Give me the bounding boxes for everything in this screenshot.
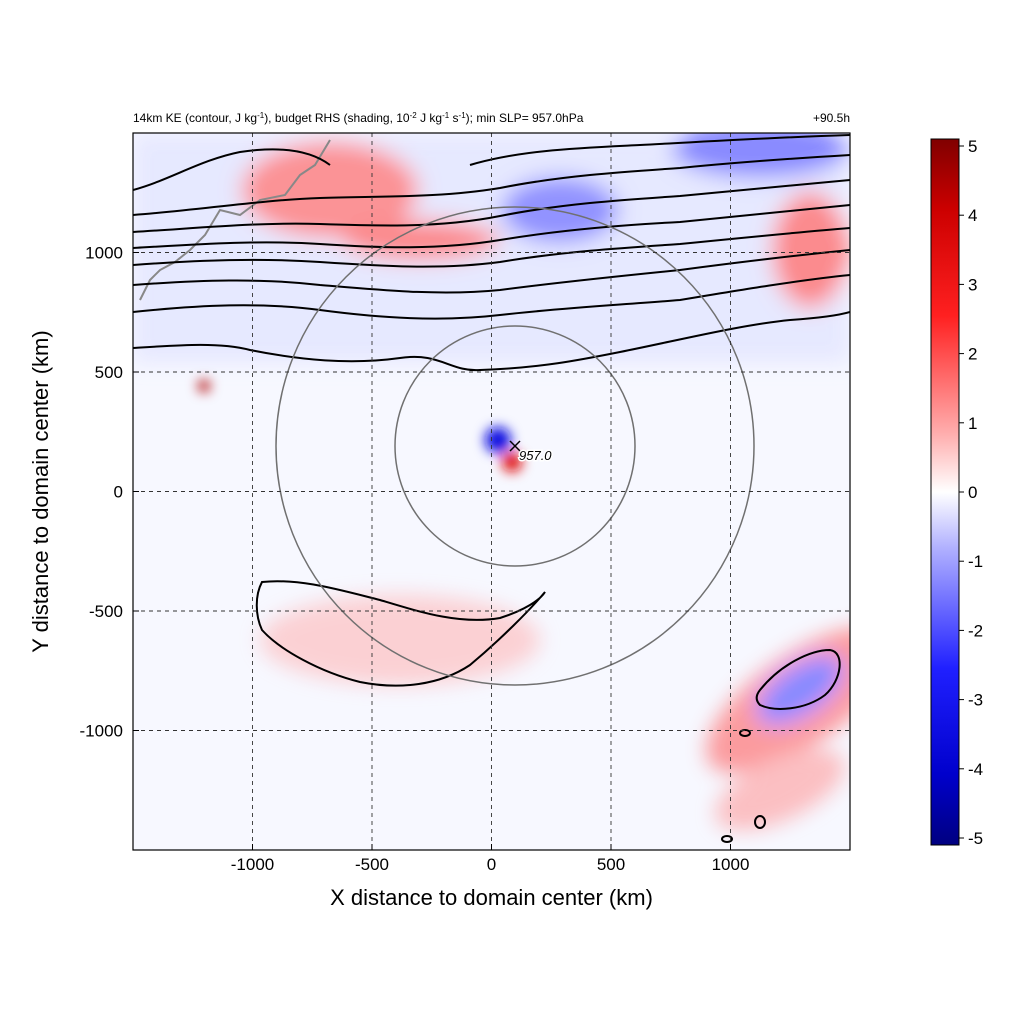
colorbar-tick-label: -3 [968,691,983,710]
y-tick-label: 1000 [85,244,123,263]
colorbar-tick-label: -5 [968,829,983,848]
title-part: J kg [417,111,442,125]
shading-negative-northeast [670,133,850,180]
ke-contour [133,154,850,216]
x-axis-label: X distance to domain center (km) [330,885,653,910]
title-part: 14km KE (contour, J kg [133,111,257,125]
y-tick-label: 0 [114,483,123,502]
shading-positive-east [770,190,850,310]
colorbar: 5 4 3 2 1 0 -1 -2 -3 -4 -5 [930,137,983,848]
shading-positive-northwest [240,140,420,240]
range-ring-inner [394,325,636,567]
ke-contour [133,311,850,372]
shading-isolated-max [198,380,210,392]
title-part: s [449,111,458,125]
ke-contour [255,580,546,687]
x-tick-label: -1000 [231,855,274,874]
shading-negative-southeast [756,654,844,726]
shading-inner-core-positive [502,452,522,472]
x-tick-label: 500 [597,855,625,874]
shading-positive-southwest [260,595,540,685]
ke-contour [469,134,850,166]
x-tick-label: 1000 [712,855,750,874]
ke-contour [133,274,850,320]
shading-positive-north [340,218,500,262]
y-axis-label: Y distance to domain center (km) [28,330,53,652]
y-tick-label: -1000 [80,722,123,741]
colorbar-tick-label: 3 [968,275,977,294]
colorbar-tick-label: 4 [968,206,977,225]
storm-center-marker: 957.0 [509,440,554,465]
shading-layer [133,133,850,831]
ke-contour [739,729,751,737]
colorbar-tick-label: 5 [968,137,977,156]
range-rings [275,206,755,686]
x-tick-label: -500 [355,855,389,874]
time-label: +90.5h [813,111,850,125]
min-slp-label: 957.0 [519,448,552,463]
shading-inner-core-negative [485,427,511,453]
ke-contour [133,227,850,268]
colorbar-ticks: 5 4 3 2 1 0 -1 -2 -3 -4 -5 [959,137,983,848]
title-superscript: -1 [442,111,450,120]
title-part: ), budget RHS (shading, 10 [264,111,410,125]
colorbar-tick-label: 1 [968,414,977,433]
x-tick-label: 0 [487,855,496,874]
y-tick-label: -500 [89,602,123,621]
title-superscript: -1 [257,111,265,120]
ke-contour [755,648,841,710]
colorbar-tick-label: -4 [968,760,983,779]
ke-contour [754,815,766,829]
plot-area: 957.0 [132,132,851,851]
title-superscript: -1 [459,111,467,120]
x-axis: -1000 -500 0 500 1000 [231,844,750,874]
title-superscript: -2 [410,111,418,120]
ke-contours [133,134,850,843]
range-ring-outer [275,206,755,686]
title-part: ); min SLP= 957.0hPa [466,111,584,125]
colorbar-bar [930,138,960,846]
ke-contour [133,148,331,191]
ke-contour [721,835,733,843]
coastline [139,139,331,301]
ke-contour [133,204,850,249]
colorbar-tick-label: 2 [968,345,977,364]
y-axis: -1000 -500 0 500 1000 [80,244,139,741]
ke-contour [133,179,850,233]
colorbar-tick-label: -1 [968,552,983,571]
colorbar-tick-label: 0 [968,483,977,502]
chart-title: 14km KE (contour, J kg-1), budget RHS (s… [133,111,584,126]
y-tick-label: 500 [95,363,123,382]
shading-positive-far-southeast [715,749,845,831]
ke-contour [133,249,850,294]
colorbar-tick-label: -2 [968,621,983,640]
storm-center-x-icon [509,440,521,452]
